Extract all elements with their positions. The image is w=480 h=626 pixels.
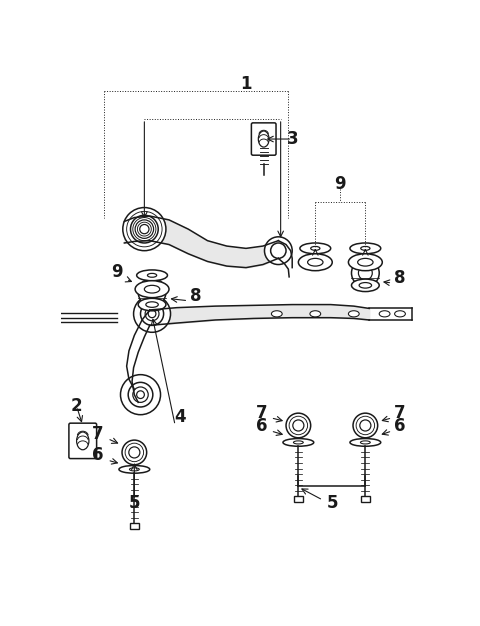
Ellipse shape — [300, 243, 331, 254]
Circle shape — [128, 382, 153, 407]
Circle shape — [271, 243, 286, 259]
Ellipse shape — [311, 247, 320, 250]
Circle shape — [351, 259, 379, 287]
Circle shape — [131, 215, 158, 243]
Ellipse shape — [308, 259, 323, 266]
Text: 6: 6 — [256, 417, 267, 435]
Ellipse shape — [137, 270, 168, 280]
Ellipse shape — [360, 441, 370, 444]
Text: 8: 8 — [190, 287, 202, 305]
Text: 5: 5 — [129, 494, 140, 512]
Ellipse shape — [361, 247, 370, 250]
Circle shape — [123, 208, 166, 250]
Circle shape — [353, 413, 378, 438]
Ellipse shape — [77, 432, 89, 449]
Circle shape — [120, 374, 160, 414]
Text: 7: 7 — [255, 404, 267, 422]
Ellipse shape — [348, 254, 382, 270]
Circle shape — [135, 220, 154, 239]
Text: 1: 1 — [240, 75, 252, 93]
Circle shape — [137, 391, 144, 399]
Ellipse shape — [379, 310, 390, 317]
Ellipse shape — [350, 439, 381, 446]
Circle shape — [286, 413, 311, 438]
Circle shape — [133, 295, 170, 332]
Circle shape — [360, 420, 371, 431]
Circle shape — [140, 225, 149, 233]
Ellipse shape — [350, 243, 381, 254]
Circle shape — [264, 237, 292, 265]
Circle shape — [129, 447, 140, 458]
Text: 7: 7 — [394, 404, 406, 422]
Ellipse shape — [135, 280, 169, 297]
Circle shape — [148, 310, 156, 317]
Ellipse shape — [351, 279, 379, 292]
FancyBboxPatch shape — [69, 423, 96, 459]
Text: 8: 8 — [394, 269, 406, 287]
Circle shape — [138, 279, 166, 306]
Text: 6: 6 — [394, 417, 406, 435]
Circle shape — [145, 307, 159, 321]
Circle shape — [141, 302, 164, 326]
Circle shape — [145, 285, 159, 299]
Ellipse shape — [293, 441, 303, 444]
Ellipse shape — [258, 131, 269, 147]
Ellipse shape — [130, 468, 139, 471]
Text: 7: 7 — [92, 424, 104, 443]
Text: 9: 9 — [111, 263, 122, 281]
Ellipse shape — [299, 254, 332, 270]
Ellipse shape — [310, 310, 321, 317]
Ellipse shape — [395, 310, 406, 317]
Text: 6: 6 — [93, 446, 104, 464]
Text: 2: 2 — [71, 398, 83, 415]
Ellipse shape — [119, 466, 150, 473]
Circle shape — [293, 420, 304, 431]
FancyBboxPatch shape — [252, 123, 276, 155]
Text: 5: 5 — [326, 494, 338, 512]
Circle shape — [133, 387, 148, 403]
Ellipse shape — [358, 259, 373, 266]
Ellipse shape — [348, 310, 359, 317]
Text: 9: 9 — [334, 175, 346, 193]
Text: 3: 3 — [287, 130, 298, 148]
Bar — [361, 496, 370, 503]
Ellipse shape — [271, 310, 282, 317]
Bar — [294, 496, 303, 503]
Ellipse shape — [359, 282, 372, 288]
Circle shape — [122, 440, 147, 464]
Ellipse shape — [146, 302, 158, 307]
Ellipse shape — [283, 439, 314, 446]
Text: 4: 4 — [175, 408, 186, 426]
Circle shape — [359, 266, 372, 280]
Ellipse shape — [144, 285, 160, 293]
Ellipse shape — [147, 274, 156, 277]
Ellipse shape — [138, 299, 166, 311]
Bar — [130, 523, 139, 530]
